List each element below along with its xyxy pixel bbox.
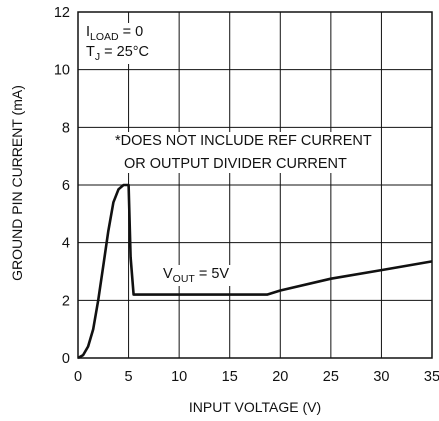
- note-line-1: *DOES NOT INCLUDE REF CURRENT: [115, 133, 372, 149]
- curve-label-background: [160, 265, 233, 286]
- note-line-2: OR OUTPUT DIVIDER CURRENT: [124, 156, 347, 172]
- y-tick-label: 8: [62, 120, 70, 136]
- x-tick-label: 15: [222, 369, 238, 385]
- y-tick-label: 2: [62, 293, 70, 309]
- note-background: [111, 132, 376, 173]
- plot-frame: [77, 11, 433, 359]
- y-tick-label: 12: [54, 5, 70, 21]
- x-tick-label: 0: [74, 369, 82, 385]
- y-tick-label: 0: [62, 351, 70, 367]
- note-box: *DOES NOT INCLUDE REF CURRENT OR OUTPUT …: [111, 132, 376, 173]
- curve-label: VOUT = 5V: [163, 266, 229, 285]
- x-tick-label: 25: [323, 369, 339, 385]
- x-tick-labels: 0 5 10 15 20 25 30 35: [74, 369, 439, 385]
- x-tick-label: 30: [373, 369, 389, 385]
- x-tick-label: 5: [125, 369, 133, 385]
- conditions-box: ILOAD = 0 TJ = 25°C: [83, 23, 153, 64]
- condition-tj: TJ = 25°C: [86, 44, 149, 63]
- y-axis-label: GROUND PIN CURRENT (mA): [9, 85, 25, 281]
- condition-iload: ILOAD = 0: [86, 24, 143, 43]
- series-line: [77, 183, 433, 360]
- x-tick-label: 35: [424, 369, 439, 385]
- y-tick-label: 10: [54, 63, 70, 79]
- x-tick-label: 10: [171, 369, 187, 385]
- conditions-background: [83, 23, 153, 64]
- grid: [78, 12, 432, 358]
- y-tick-label: 6: [62, 178, 70, 194]
- y-tick-label: 4: [62, 236, 70, 252]
- y-tick-labels: 0 2 4 6 8 10 12: [54, 5, 70, 367]
- curve-label-box: VOUT = 5V: [160, 265, 233, 286]
- x-axis-label: INPUT VOLTAGE (V): [189, 399, 321, 415]
- x-tick-label: 20: [272, 369, 288, 385]
